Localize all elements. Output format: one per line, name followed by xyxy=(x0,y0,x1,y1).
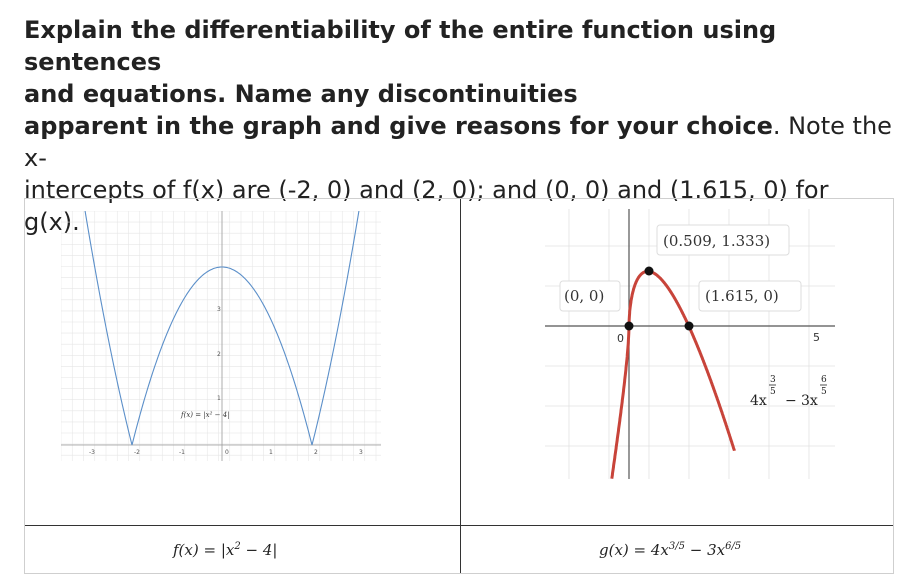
right-graph-expression: 4x 3 5 − 3x 6 5 xyxy=(750,375,827,409)
origin-point-label-box xyxy=(559,280,621,312)
left-xtick-label: -3 xyxy=(89,449,95,456)
question-bold-1: Explain the differentiability of the ent… xyxy=(24,16,777,76)
left-xtick-label: -2 xyxy=(134,449,140,456)
expr-term-2: 3x xyxy=(801,393,818,409)
expr-exp1-den: 5 xyxy=(770,387,776,397)
root-point-label: (1.615, 0) xyxy=(705,287,779,305)
right-graph-gx: 0 5 (0.509, 1.333) (0, 0) (1.615, 0) 4x … xyxy=(545,209,835,479)
right-caption-main: g(x) = 4x xyxy=(599,541,669,559)
origin-point-label: (0, 0) xyxy=(564,287,604,305)
left-caption-main: f(x) = |x xyxy=(173,541,235,559)
left-ytick-label: 2 xyxy=(217,351,221,358)
right-origin-label: 0 xyxy=(617,332,624,345)
expr-exp1-num: 3 xyxy=(770,375,776,385)
max-point-label: (0.509, 1.333) xyxy=(663,232,770,250)
right-caption: g(x) = 4x3/5 − 3x6/5 xyxy=(599,541,741,559)
left-caption-tail: − 4| xyxy=(240,541,278,559)
left-xtick-label: 1 xyxy=(269,449,273,456)
question-bold-3: apparent in the graph and give reasons f… xyxy=(24,112,773,140)
left-fx-curve xyxy=(84,211,360,446)
right-caption-sup2: 6/5 xyxy=(725,541,742,552)
left-caption-sup: 2 xyxy=(234,541,241,552)
right-caption-mid: − 3x xyxy=(684,541,726,559)
question-regular-1: . Note the x- xyxy=(24,112,892,172)
left-graph-fx: -3 -2 -1 0 1 2 3 1 2 3 f(x) = |x² − 4| xyxy=(61,211,381,461)
right-caption-sup1: 3/5 xyxy=(668,541,685,552)
root-point-marker xyxy=(684,321,694,331)
table-divider-vertical xyxy=(460,199,461,573)
question-bold-2: and equations. Name any discontinuities xyxy=(24,80,578,108)
left-graph-grid xyxy=(61,211,381,461)
left-graph-function-label: f(x) = |x² − 4| xyxy=(180,411,230,419)
question-regular-2: intercepts of f(x) are (-2, 0) and (2, 0… xyxy=(24,176,829,204)
left-xtick-label: 2 xyxy=(314,449,318,456)
left-caption: f(x) = |x2 − 4| xyxy=(173,541,277,559)
left-ytick-label: 3 xyxy=(217,306,221,313)
expr-exp2-num: 6 xyxy=(821,375,827,385)
expr-minus: − xyxy=(785,393,797,409)
graph-table: -3 -2 -1 0 1 2 3 1 2 3 f(x) = |x² − 4| 0… xyxy=(24,198,894,574)
max-point-label-box xyxy=(656,224,790,256)
expr-term-1: 4x xyxy=(750,393,767,409)
question-text: Explain the differentiability of the ent… xyxy=(24,14,894,238)
left-ytick-label: 1 xyxy=(217,395,221,402)
origin-point-marker xyxy=(624,321,634,331)
left-xtick-label: 0 xyxy=(225,449,229,456)
expr-exp2-den: 5 xyxy=(821,387,827,397)
table-divider-horizontal xyxy=(25,525,893,526)
right-gx-curve xyxy=(610,269,736,479)
left-xtick-label: 3 xyxy=(359,449,363,456)
right-xtick-label: 5 xyxy=(813,331,820,344)
left-xtick-label: -1 xyxy=(179,449,185,456)
root-point-label-box xyxy=(698,280,802,312)
max-point-marker xyxy=(644,266,654,276)
